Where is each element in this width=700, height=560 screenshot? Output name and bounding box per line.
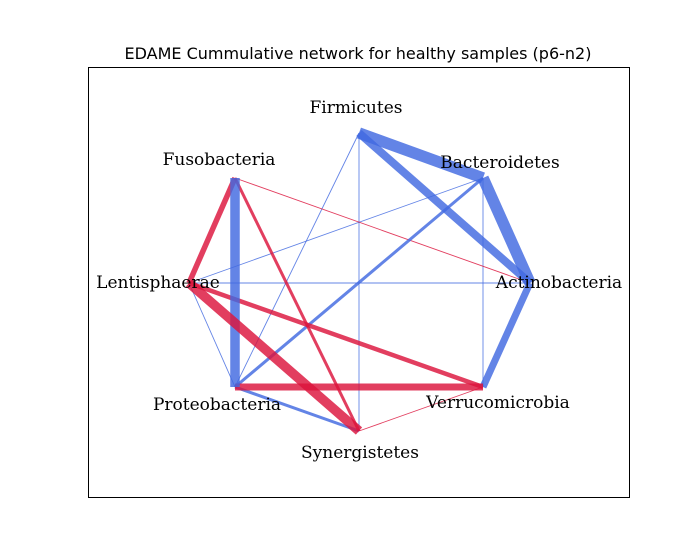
edge-firmicutes-bacteroidetes [357, 127, 485, 184]
edge-lentisphaerae-synergistetes [185, 279, 363, 435]
edge-bacteroidetes-actinobacteria [477, 175, 536, 286]
edge-bacteroidetes-proteobacteria [234, 176, 484, 389]
node-label-firmicutes: Firmicutes [309, 98, 402, 118]
node-label-actinobacteria: Actinobacteria [495, 273, 622, 293]
node-label-layer: Firmicutes Bacteroidetes Actinobacteria Ver… [96, 98, 622, 463]
figure-title: EDAME Cummulative network for healthy sa… [125, 44, 592, 63]
node-label-lentisphaerae: Lentisphaerae [96, 273, 220, 293]
edge-layer [185, 127, 536, 435]
edge-proteobacteria-synergistetes [234, 385, 360, 433]
node-label-proteobacteria: Proteobacteria [153, 395, 281, 415]
edge-firmicutes-actinobacteria [356, 129, 533, 287]
edge-fusobacteria-lentisphaerae [186, 176, 238, 285]
node-label-bacteroidetes: Bacteroidetes [440, 153, 559, 173]
edge-synergistetes-verrucomicrobia [358, 386, 484, 432]
edge-fusobacteria-actinobacteria [234, 177, 531, 284]
edge-actinobacteria-verrucomicrobia [479, 281, 534, 389]
plot-frame [88, 67, 630, 498]
node-label-verrucomicrobia: Verrucomicrobia [425, 393, 570, 413]
node-label-fusobacteria: Fusobacteria [163, 150, 276, 170]
edge-lentisphaerae-proteobacteria [188, 282, 236, 388]
node-label-synergistetes: Synergistetes [301, 443, 419, 463]
